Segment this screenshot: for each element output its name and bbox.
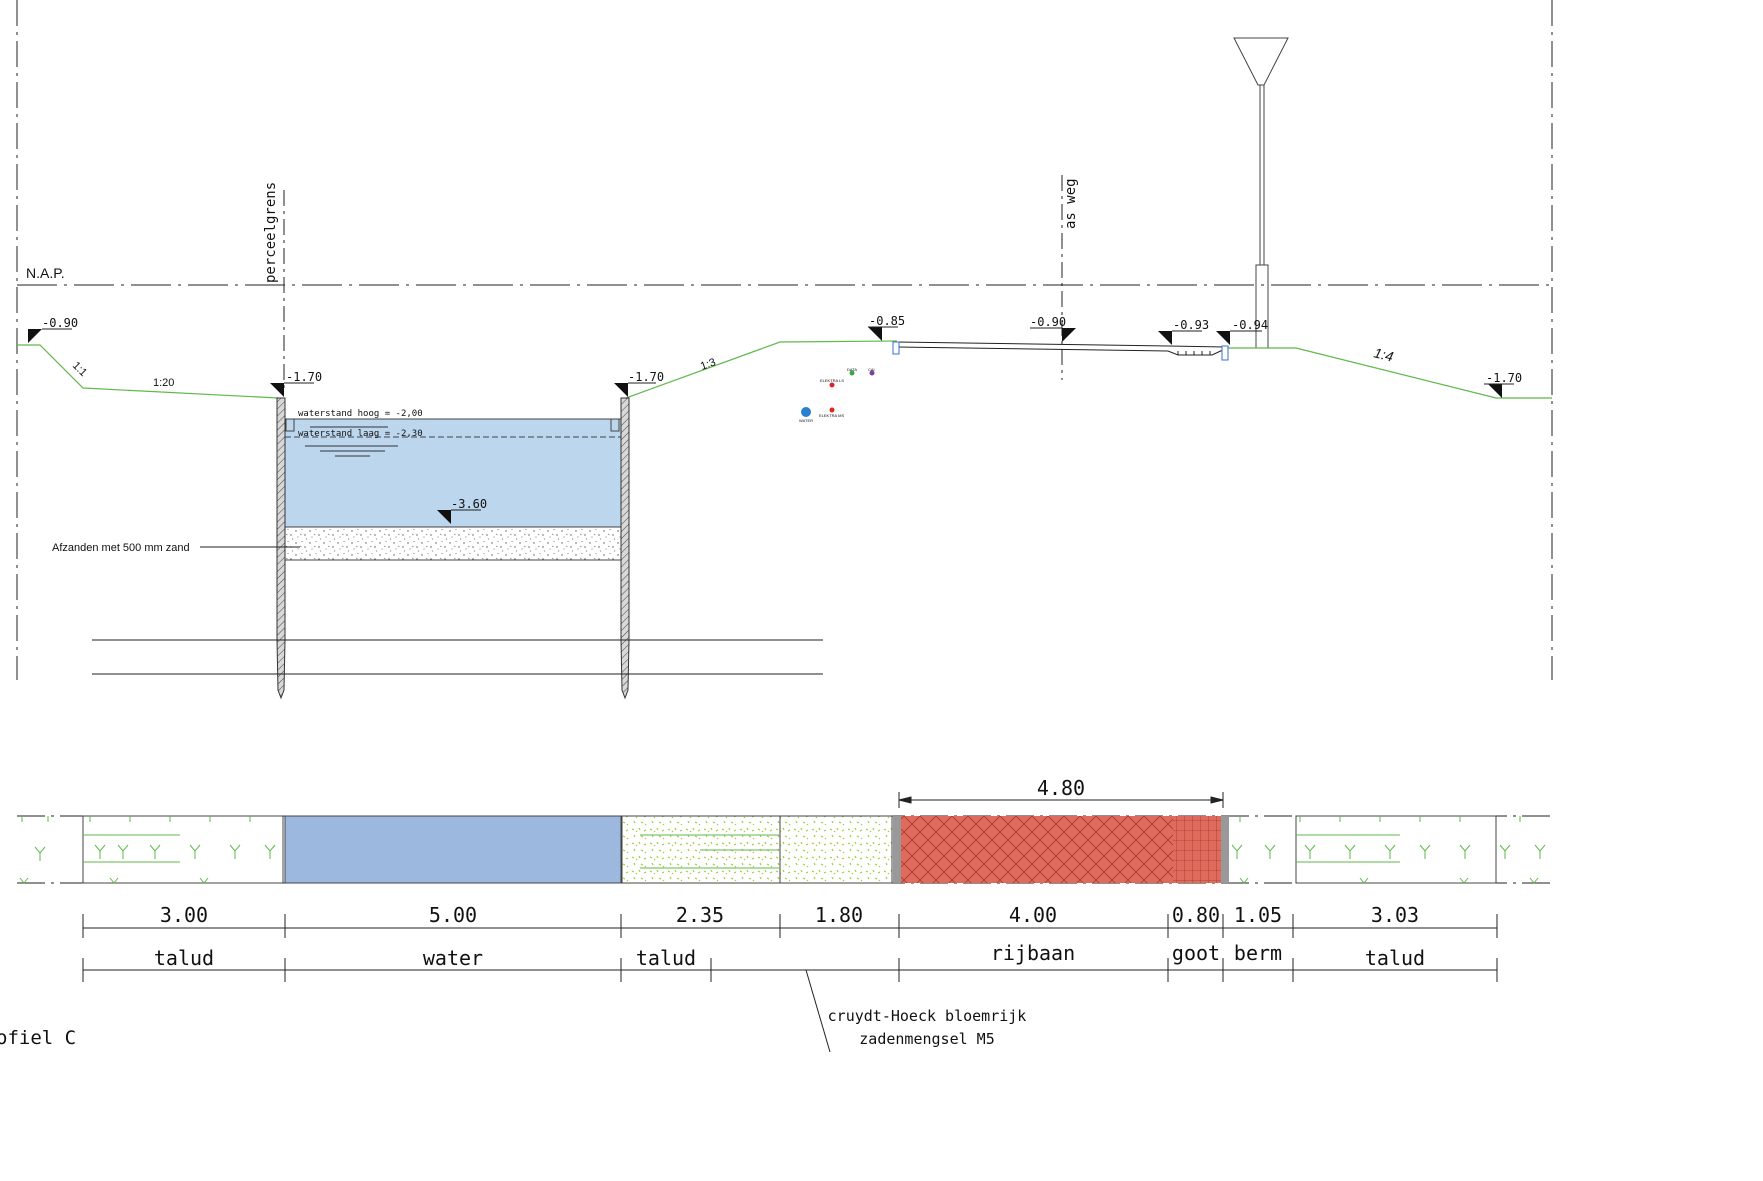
level-left-sheet: -1.70 bbox=[286, 370, 322, 384]
dim-seed: 1.80 bbox=[815, 903, 863, 927]
dim-talud-mid: 2.35 bbox=[676, 903, 724, 927]
seed-note-line-2: zadenmengsel M5 bbox=[859, 1030, 994, 1048]
utility-cai-label: CAI bbox=[868, 367, 875, 372]
dim-water: 5.00 bbox=[429, 903, 477, 927]
level-berm: -0.94 bbox=[1232, 318, 1268, 332]
level-road-left: -0.85 bbox=[869, 314, 905, 328]
zone-berm: berm bbox=[1234, 941, 1282, 965]
utility-elektra-ls-label: ELEKTRA LS bbox=[820, 378, 844, 383]
level-right-low: -1.70 bbox=[1486, 371, 1522, 385]
sheet-pile-left bbox=[276, 397, 286, 700]
level-markers bbox=[28, 327, 1502, 524]
slope-1-3: 1:3 bbox=[699, 356, 717, 373]
utility-water bbox=[801, 407, 811, 417]
ground-profile-left bbox=[17, 344, 279, 399]
zone-rijbaan: rijbaan bbox=[991, 941, 1075, 965]
water-high-label: waterstand hoog = -2,00 bbox=[298, 409, 423, 419]
zone-talud-right: talud bbox=[1365, 946, 1425, 970]
utility-water-label: WATER bbox=[799, 418, 813, 423]
canal-sand-layer bbox=[284, 526, 622, 561]
seed-note-line-1: cruydt-Hoeck bloemrijk bbox=[828, 1007, 1027, 1025]
profile-title: ofiel C bbox=[0, 1027, 76, 1049]
dim-rijbaan: 4.00 bbox=[1009, 903, 1057, 927]
sand-note: Afzanden met 500 mm zand bbox=[52, 542, 190, 554]
perceelgrens-label: perceelgrens bbox=[263, 182, 279, 283]
level-canal-bottom: -3.60 bbox=[451, 497, 487, 511]
sheet-pile-right bbox=[620, 397, 630, 700]
level-left-top: -0.90 bbox=[42, 316, 78, 330]
utility-data bbox=[849, 370, 855, 376]
ground-profile-middle bbox=[625, 340, 898, 399]
nap-label: N.A.P. bbox=[26, 265, 65, 281]
zone-water: water bbox=[423, 946, 483, 970]
dimension-chain bbox=[82, 914, 1498, 1053]
utility-elektra-ms bbox=[829, 407, 835, 413]
ground-profile-right bbox=[1226, 347, 1552, 399]
plan-water bbox=[284, 815, 622, 884]
dim-line-top bbox=[898, 792, 1224, 808]
utility-data-label: DATA bbox=[847, 367, 857, 372]
utility-elektra-ms-label: ELEKTRA MS bbox=[819, 413, 844, 418]
zone-goot: goot bbox=[1172, 941, 1220, 965]
water-low-label: waterstand laag = -2,30 bbox=[298, 429, 423, 439]
zone-talud-left: talud bbox=[154, 946, 214, 970]
slope-1-20: 1:20 bbox=[153, 377, 174, 389]
road-surface bbox=[892, 341, 1229, 361]
dim-berm: 1.05 bbox=[1234, 903, 1282, 927]
lamp-post bbox=[1233, 37, 1289, 349]
plan-road bbox=[893, 816, 1229, 883]
dim-talud-right: 3.03 bbox=[1371, 903, 1419, 927]
water-level-symbol bbox=[305, 426, 398, 457]
utilities bbox=[801, 370, 875, 417]
dim-top-label: 4.80 bbox=[1037, 776, 1085, 800]
dim-talud-left: 3.00 bbox=[160, 903, 208, 927]
plan-talud-right-grass bbox=[1231, 815, 1546, 884]
plan-talud-seed bbox=[621, 815, 893, 884]
slope-1-4: 1:4 bbox=[1372, 344, 1395, 364]
dim-goot: 0.80 bbox=[1172, 903, 1220, 927]
zone-talud-mid: talud bbox=[636, 946, 696, 970]
level-lines bbox=[42, 326, 1514, 511]
utility-elektra-ls bbox=[829, 382, 835, 388]
plan-talud-left-grass bbox=[19, 815, 284, 884]
level-gutter: -0.93 bbox=[1173, 318, 1209, 332]
level-right-sheet: -1.70 bbox=[628, 370, 664, 384]
level-road-axis: -0.90 bbox=[1030, 315, 1066, 329]
utility-cai bbox=[869, 370, 875, 376]
slope-1-1: 1:1 bbox=[70, 360, 89, 379]
as-weg-label: as weg bbox=[1063, 178, 1079, 229]
